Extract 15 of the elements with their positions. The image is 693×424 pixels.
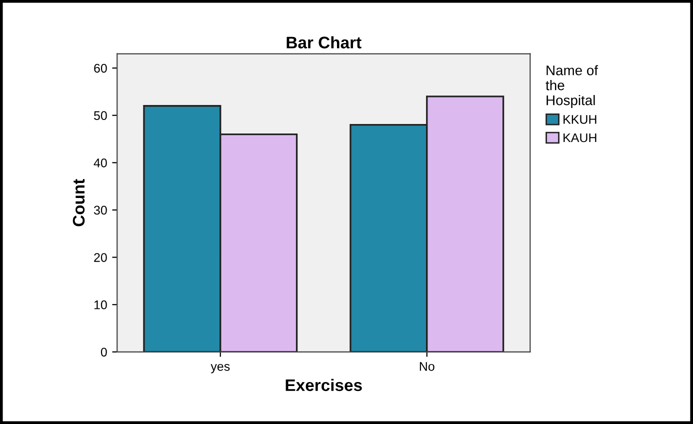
y-tick-label: 10 xyxy=(94,300,107,310)
y-tick-label: 60 xyxy=(94,64,107,73)
x-axis-title: Exercises xyxy=(286,378,362,392)
x-tick-label: yes xyxy=(210,364,230,374)
y-tick-label: 20 xyxy=(94,253,107,262)
x-tick-label: No xyxy=(420,362,434,371)
legend-label: KAUH xyxy=(564,133,596,142)
y-axis-title: Count xyxy=(72,179,85,226)
chart-title: Bar Chart xyxy=(286,36,362,48)
legend-label: KKUH xyxy=(564,115,596,124)
y-tick-label: 0 xyxy=(100,348,107,357)
y-tick-label: 30 xyxy=(94,206,107,215)
y-tick-label: 40 xyxy=(94,158,107,168)
y-tick-label: 50 xyxy=(94,111,107,120)
legend-title: Name of the Hospital xyxy=(546,65,598,108)
